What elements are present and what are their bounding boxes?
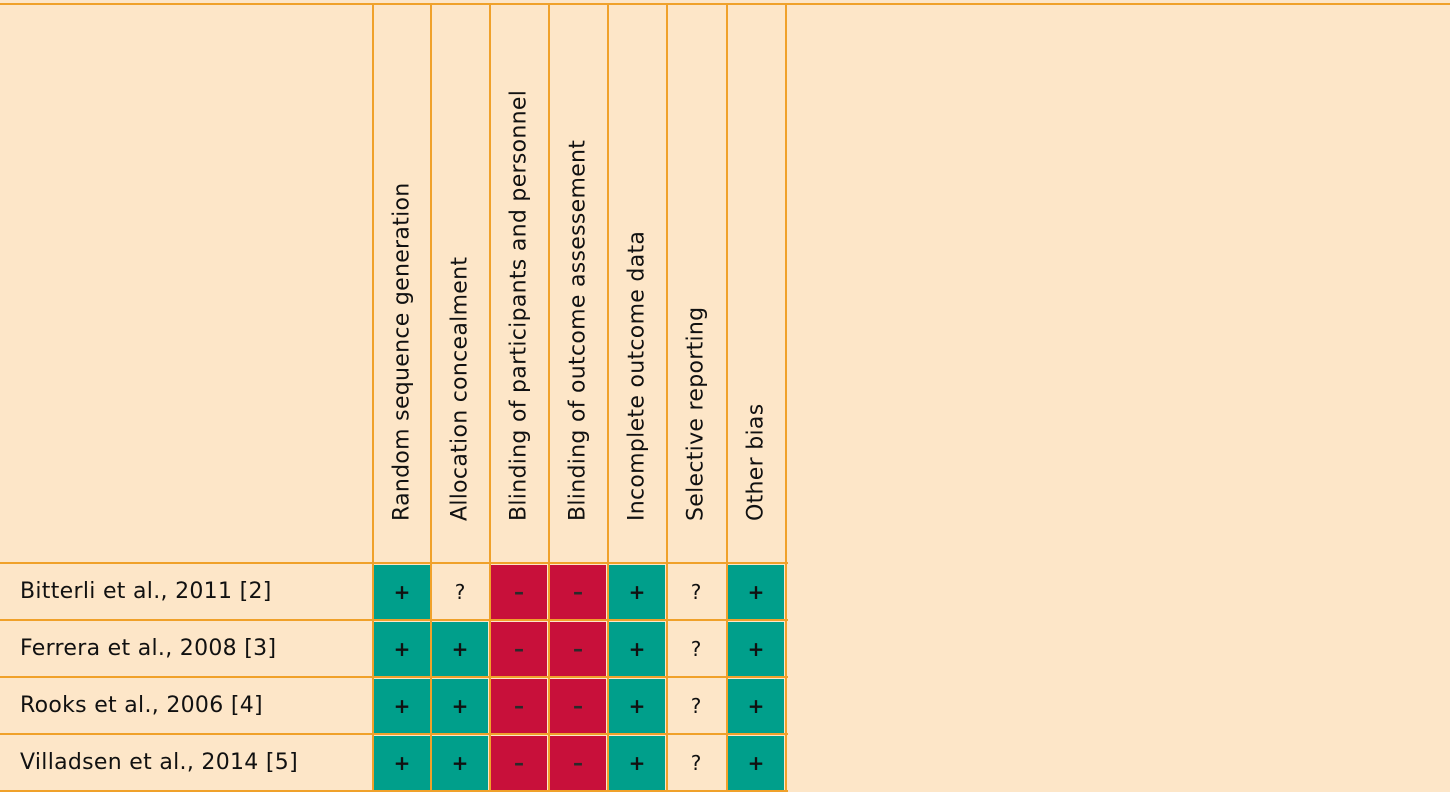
column-header-blinding-outcome: Blinding of outcome assessement (550, 8, 606, 560)
rating-cell: ? (690, 751, 702, 775)
rating-cell: – (550, 565, 606, 619)
rating-cell: + (374, 679, 430, 733)
column-header-label: Random sequence generation (389, 182, 415, 521)
table-bottom-border (0, 790, 788, 792)
study-label: Villadsen et al., 2014 [5] (20, 750, 298, 775)
rating-cell: + (728, 736, 784, 790)
study-label: Bitterli et al., 2011 [2] (20, 579, 272, 604)
rating-cell: + (609, 565, 665, 619)
column-header-other-bias: Other bias (728, 8, 784, 560)
study-label: Ferrera et al., 2008 [3] (20, 636, 277, 661)
rating-cell: – (550, 736, 606, 790)
column-header-label: Blinding of outcome assessement (565, 139, 591, 521)
rating-cell: + (432, 679, 488, 733)
rating-cell: – (491, 622, 547, 676)
rating-cell: – (491, 736, 547, 790)
column-header-random-sequence: Random sequence generation (374, 8, 430, 560)
rating-cell: + (728, 622, 784, 676)
column-header-label: Blinding of participants and personnel (506, 89, 532, 521)
rating-cell: ? (454, 580, 466, 604)
rating-cell: + (374, 622, 430, 676)
column-divider (548, 3, 550, 792)
column-header-selective-reporting: Selective reporting (668, 8, 724, 560)
column-divider (666, 3, 668, 792)
row-divider (0, 676, 788, 678)
table-top-border (0, 3, 1450, 5)
rating-cell: + (728, 679, 784, 733)
rating-cell: – (491, 679, 547, 733)
rating-cell: + (728, 565, 784, 619)
rating-cell: + (609, 679, 665, 733)
rating-cell: + (432, 622, 488, 676)
rating-cell: + (609, 736, 665, 790)
column-header-blinding-participants: Blinding of participants and personnel (491, 8, 547, 560)
column-header-label: Allocation concealment (447, 256, 473, 521)
rating-cell: – (491, 565, 547, 619)
row-divider (0, 619, 788, 621)
header-bottom-border (0, 562, 788, 564)
study-label: Rooks et al., 2006 [4] (20, 693, 263, 718)
row-divider (0, 733, 788, 735)
rating-cell: ? (690, 637, 702, 661)
table-right-border (785, 3, 787, 792)
rating-cell: + (609, 622, 665, 676)
rating-cell: – (550, 679, 606, 733)
column-header-allocation: Allocation concealment (432, 8, 488, 560)
column-divider (607, 3, 609, 792)
column-divider (726, 3, 728, 792)
column-header-label: Incomplete outcome data (624, 230, 650, 521)
rating-cell: – (550, 622, 606, 676)
rating-cell: ? (690, 580, 702, 604)
column-header-incomplete-data: Incomplete outcome data (609, 8, 665, 560)
rating-cell: + (374, 565, 430, 619)
rating-cell: ? (690, 694, 702, 718)
study-column-border (372, 3, 374, 792)
rating-cell: + (374, 736, 430, 790)
column-header-label: Other bias (743, 403, 769, 521)
column-header-label: Selective reporting (683, 306, 709, 521)
rating-cell: + (432, 736, 488, 790)
column-divider (430, 3, 432, 792)
column-divider (489, 3, 491, 792)
